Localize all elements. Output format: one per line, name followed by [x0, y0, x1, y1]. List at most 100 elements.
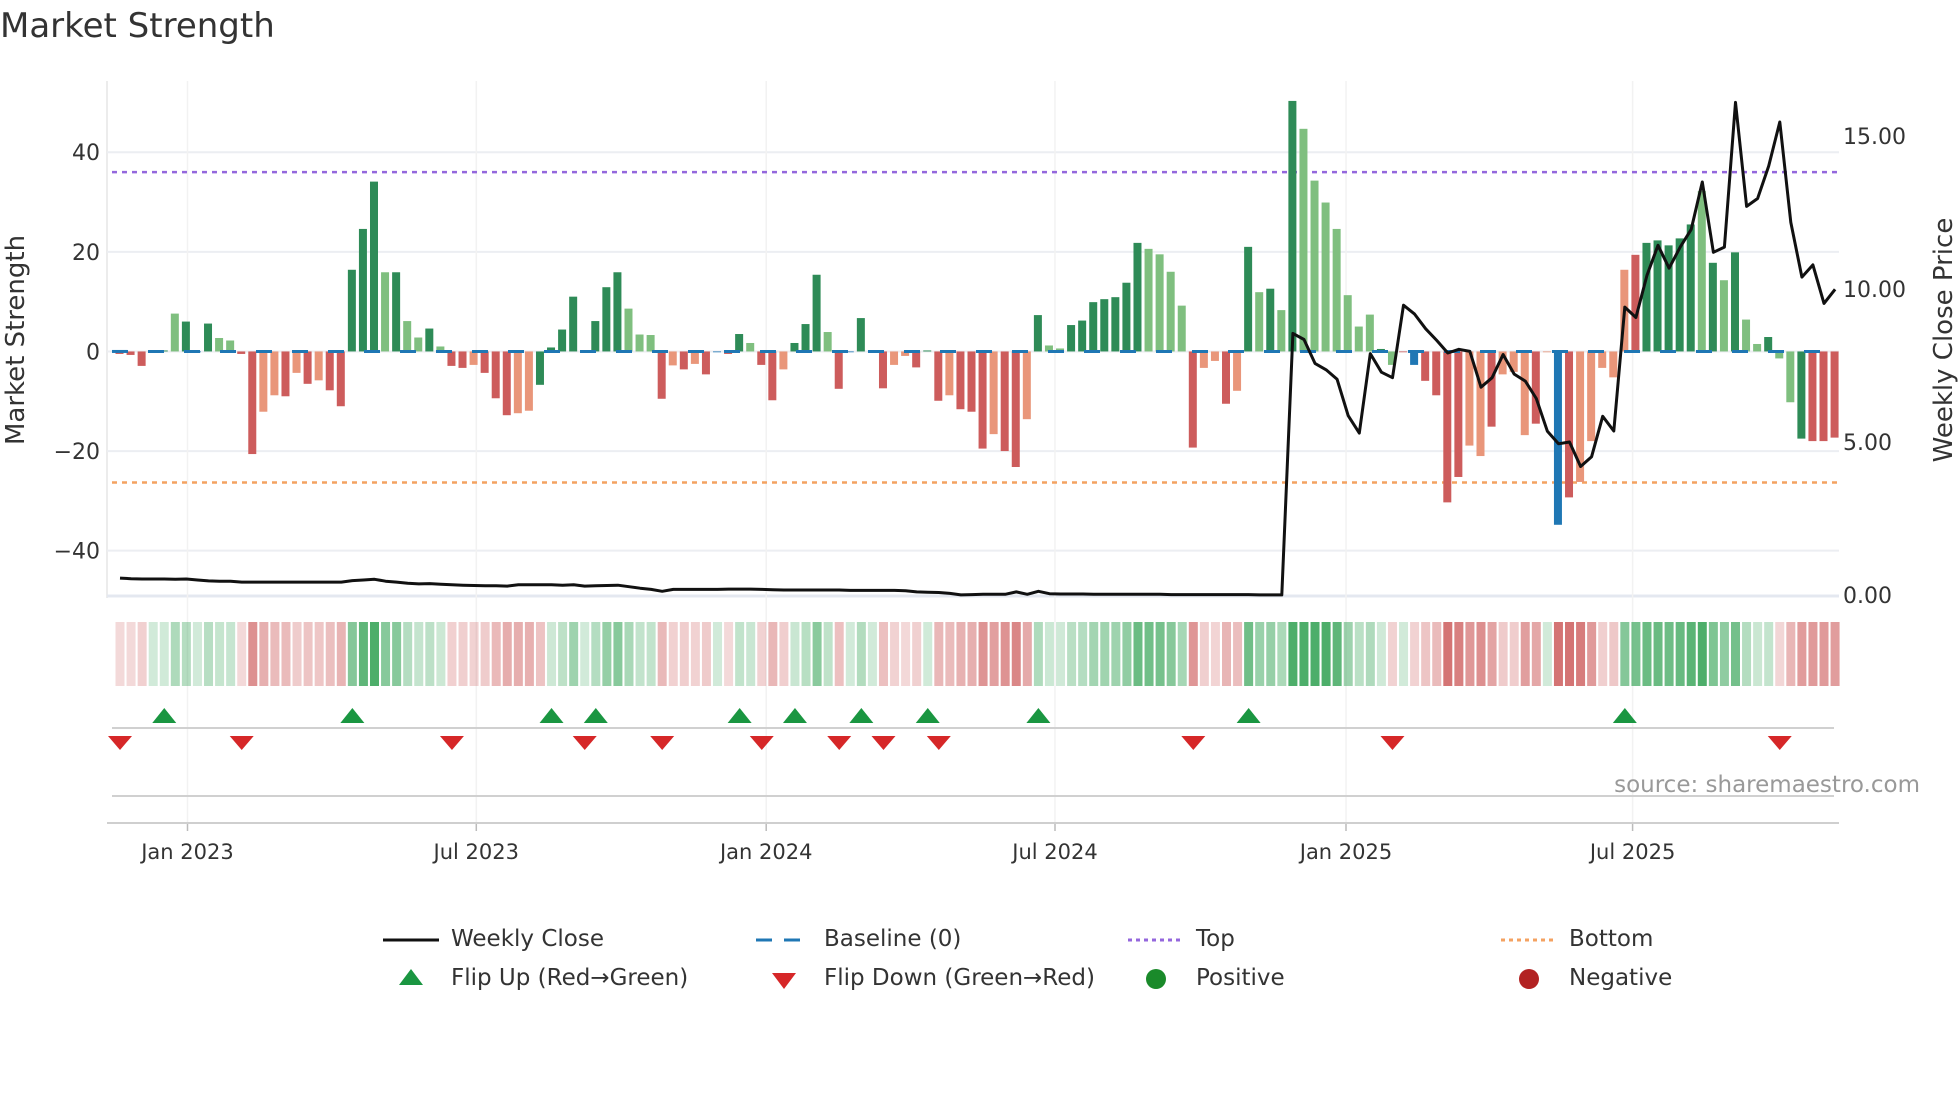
bar-positive [1111, 297, 1120, 352]
strength-heat-cell [1244, 622, 1254, 686]
strength-heat-cell [1730, 622, 1740, 686]
strength-heat-cell [1531, 622, 1541, 686]
strength-heat-cell [1321, 622, 1331, 686]
strength-heat-cell [502, 622, 512, 686]
bar-negative [657, 351, 666, 399]
y2-tick-label: 15.00 [1843, 125, 1906, 150]
strength-heat-cell [1188, 622, 1198, 686]
x-tick-label: Jan 2024 [718, 840, 813, 864]
bar-negative [1565, 351, 1574, 498]
bar-negative [524, 351, 533, 411]
strength-heat-cell [1033, 622, 1043, 686]
bar-negative [978, 351, 987, 449]
strength-heat-cell [978, 622, 988, 686]
strength-heat-cell [1764, 622, 1774, 686]
bar-positive [635, 334, 644, 352]
bar-positive [1753, 343, 1762, 352]
strength-heat-cell [1387, 622, 1397, 686]
x-tick-label: Jul 2024 [1010, 840, 1097, 864]
bar-positive [215, 338, 224, 352]
strength-heat-cell [1797, 622, 1807, 686]
strength-heat-cell [591, 622, 601, 686]
bar-negative [1819, 351, 1828, 442]
strength-heat-cell [1255, 622, 1265, 686]
legend-label: Flip Down (Green→Red) [824, 965, 1095, 991]
bar-negative [912, 351, 921, 368]
strength-heat-cell [1122, 622, 1132, 686]
bar-negative [259, 351, 268, 412]
bar-negative [1498, 351, 1507, 375]
strength-heat-cell [945, 622, 955, 686]
strength-heat-cell [967, 622, 977, 686]
bar-negative [901, 351, 910, 356]
bar-negative [491, 351, 500, 399]
strength-heat-cell [447, 622, 457, 686]
strength-heat-cell [1819, 622, 1829, 686]
strength-heat-cell [646, 622, 656, 686]
bar-negative [1531, 351, 1540, 424]
strength-heat-cell [1520, 622, 1530, 686]
flip-up-marker [1612, 708, 1637, 723]
strength-heat-cell [1742, 622, 1752, 686]
bar-positive [1708, 262, 1717, 352]
bar-positive [1288, 100, 1297, 352]
strength-heat-cell [115, 622, 125, 686]
strength-heat-cell [1642, 622, 1652, 686]
bar-positive [1742, 319, 1751, 352]
dotted-line-icon [1128, 938, 1184, 942]
strength-heat-cell [1808, 622, 1818, 686]
strength-heat-cell [137, 622, 147, 686]
flip-up-marker [1236, 708, 1261, 723]
flip-down-marker [1767, 736, 1792, 750]
bar-positive [1664, 245, 1673, 352]
legend-item-weekly-close: Weekly Close [383, 926, 604, 952]
bar-positive [381, 272, 390, 352]
flip-up-marker [152, 708, 177, 723]
bar-negative [1199, 351, 1208, 368]
strength-heat-cell [159, 622, 169, 686]
y-tick-label: −20 [54, 440, 100, 465]
strength-heat-cell [757, 622, 767, 686]
strength-heat-cell [1675, 622, 1685, 686]
strength-heat-cell [1553, 622, 1563, 686]
bar-positive [856, 318, 865, 352]
bar-positive [1155, 254, 1164, 352]
bar-negative [1421, 351, 1430, 381]
strength-heat-cell [890, 622, 900, 686]
y2-axis-label: Weekly Close Price [1929, 218, 1959, 463]
bar-negative [513, 351, 522, 414]
strength-heat-cell [314, 622, 324, 686]
strength-heat-cell [679, 622, 689, 686]
bar-negative [1830, 351, 1839, 438]
bar-positive [591, 321, 600, 352]
strength-heat-cell [1476, 622, 1486, 686]
bar-negative [757, 351, 766, 365]
strength-heat-cell [204, 622, 214, 686]
strength-heat-cell [524, 622, 534, 686]
flip-down-marker [439, 736, 464, 750]
strength-heat-cell [325, 622, 335, 686]
strength-heat-cell [867, 622, 877, 686]
bar-positive [801, 324, 810, 352]
triangle-up-icon [399, 969, 423, 985]
bar-positive [1133, 242, 1142, 352]
bar-negative [480, 351, 489, 373]
strength-heat-cell [1454, 622, 1464, 686]
bar-negative [934, 351, 943, 401]
strength-heat-cell [215, 622, 225, 686]
strength-heat-cell [934, 622, 944, 686]
y2-tick-label: 5.00 [1843, 431, 1892, 456]
strength-heat-cell [436, 622, 446, 686]
bar-positive [845, 351, 854, 353]
bar-negative [292, 351, 301, 373]
flip-down-marker [1380, 736, 1405, 750]
strength-heat-cell [1277, 622, 1287, 686]
strength-heat-cell [303, 622, 313, 686]
bar-positive [1332, 228, 1341, 352]
strength-heat-cell [779, 622, 789, 686]
bar-negative [458, 351, 467, 368]
legend-item-baseline: Baseline (0) [756, 926, 961, 952]
strength-heat-cell [1022, 622, 1032, 686]
strength-heat-cell [369, 622, 379, 686]
flip-up-marker [782, 708, 807, 723]
